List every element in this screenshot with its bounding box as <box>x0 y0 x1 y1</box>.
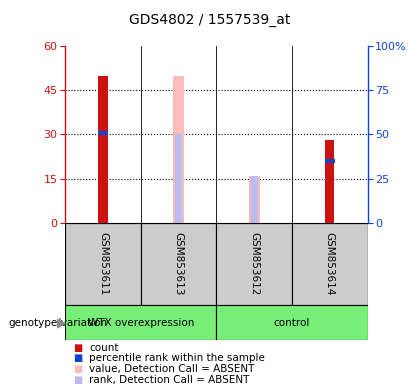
Bar <box>251 175 257 223</box>
Bar <box>65 305 216 340</box>
Bar <box>292 223 368 305</box>
Text: ▶: ▶ <box>58 317 67 330</box>
Text: ■: ■ <box>74 364 83 374</box>
Text: GSM853612: GSM853612 <box>249 232 259 296</box>
Bar <box>98 76 108 223</box>
Bar <box>325 159 335 163</box>
Bar <box>98 131 108 135</box>
Text: ■: ■ <box>74 375 83 384</box>
Text: percentile rank within the sample: percentile rank within the sample <box>89 353 265 363</box>
Text: GDS4802 / 1557539_at: GDS4802 / 1557539_at <box>129 13 291 27</box>
Text: ■: ■ <box>74 343 83 353</box>
Text: count: count <box>89 343 119 353</box>
Text: WTX overexpression: WTX overexpression <box>87 318 194 328</box>
Text: GSM853613: GSM853613 <box>173 232 184 296</box>
Bar <box>325 140 334 223</box>
Bar <box>249 175 260 223</box>
Text: GSM853611: GSM853611 <box>98 232 108 296</box>
Text: ■: ■ <box>74 353 83 363</box>
Bar <box>216 223 292 305</box>
Text: control: control <box>274 318 310 328</box>
Bar <box>141 223 216 305</box>
Bar <box>65 223 141 305</box>
Text: GSM853614: GSM853614 <box>325 232 335 296</box>
Text: value, Detection Call = ABSENT: value, Detection Call = ABSENT <box>89 364 255 374</box>
Bar <box>175 134 182 223</box>
Bar <box>216 305 368 340</box>
Text: genotype/variation: genotype/variation <box>8 318 108 328</box>
Text: rank, Detection Call = ABSENT: rank, Detection Call = ABSENT <box>89 375 250 384</box>
Bar <box>173 76 184 223</box>
